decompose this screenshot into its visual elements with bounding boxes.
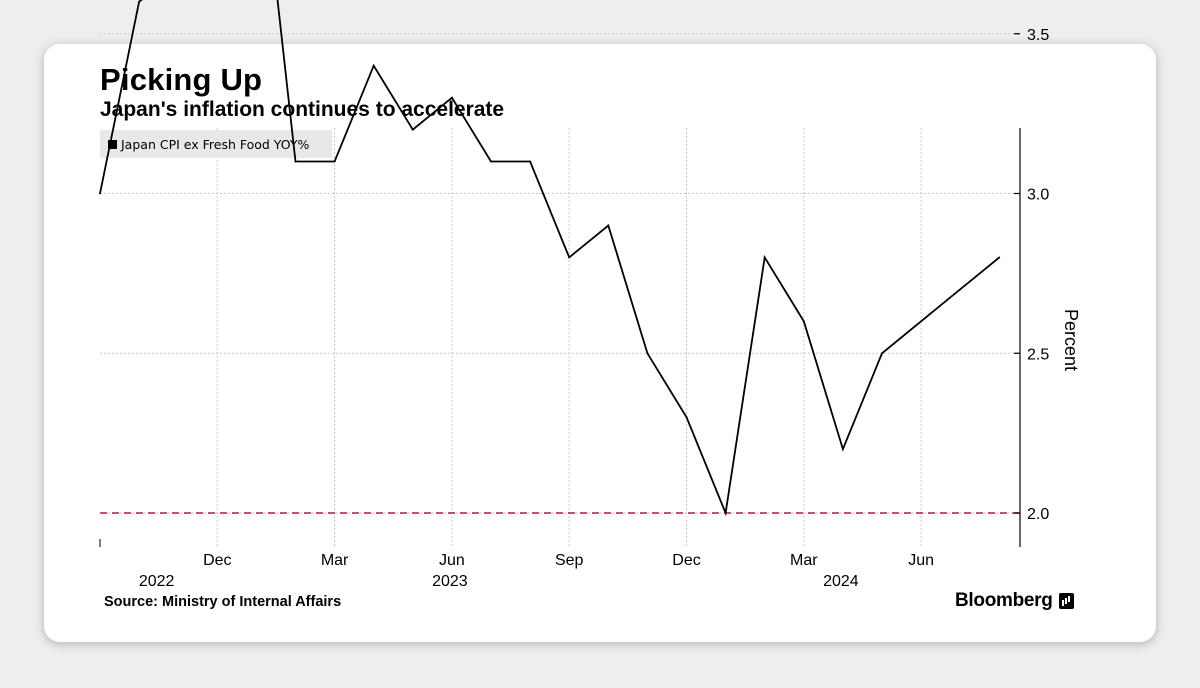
data-point (959, 288, 962, 291)
y-tick-label: 2.5 (1027, 346, 1049, 363)
y-axis-label: Percent (1061, 309, 1081, 371)
data-point (451, 96, 453, 99)
source-note: Source: Ministry of Internal Affairs (104, 594, 342, 610)
data-point (333, 160, 336, 163)
x-tick-label: Jun (439, 552, 465, 569)
data-point (138, 0, 141, 3)
bloomberg-chart-icon (1058, 593, 1074, 609)
data-point (685, 416, 688, 419)
brand-name: Bloomberg (955, 590, 1053, 611)
data-point (920, 320, 922, 323)
data-point (763, 256, 766, 259)
x-tick-label: Mar (321, 552, 349, 569)
x-tick-label: Mar (790, 552, 818, 569)
data-point (372, 64, 375, 67)
data-point (411, 128, 414, 131)
x-year-label: 2022 (139, 573, 175, 590)
legend-swatch (108, 140, 117, 149)
y-tick-label: 3.0 (1027, 187, 1049, 204)
data-point (568, 256, 571, 259)
x-year-label: 2023 (432, 573, 468, 590)
series-group (99, 0, 1001, 517)
data-point (529, 160, 531, 163)
legend-label: Japan CPI ex Fresh Food YOY% (120, 137, 310, 152)
y-tick-label: 2.0 (1027, 506, 1049, 523)
data-point (99, 192, 101, 195)
y-tick-label: 3.5 (1027, 27, 1049, 44)
data-point (607, 224, 610, 227)
x-tick-label: Sep (555, 552, 584, 569)
chart-title: Picking Up (100, 62, 263, 97)
x-axis-ticks: Dec Mar Jun Sep Dec Mar Jun 2022 2023 2024 (99, 539, 934, 590)
data-point (802, 320, 805, 323)
data-point (724, 512, 727, 514)
x-year-label: 2024 (823, 573, 859, 590)
data-point (842, 448, 844, 450)
gridlines (100, 33, 1020, 547)
y-axis-ticks: 2.02.53.03.54.0 (1014, 27, 1049, 523)
data-point (881, 352, 883, 355)
x-tick-label: Jun (908, 552, 934, 569)
x-tick-label: Dec (672, 552, 700, 569)
data-point (490, 160, 492, 163)
data-point (294, 160, 297, 163)
data-point (646, 352, 649, 355)
bloomberg-logo: Bloomberg (955, 590, 1074, 612)
data-point (998, 256, 1001, 259)
x-tick-label: Dec (203, 552, 231, 569)
series-line (99, 0, 1000, 517)
